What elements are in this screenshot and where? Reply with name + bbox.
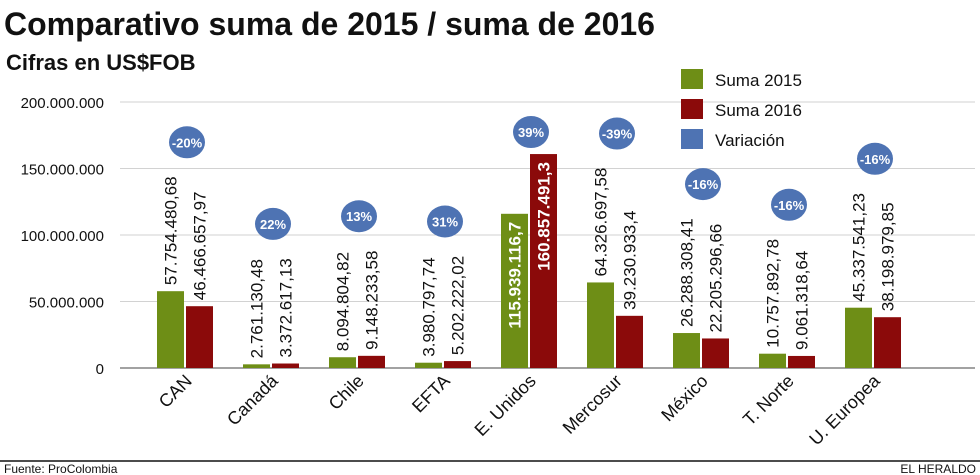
legend-label-suma-2016: Suma 2016 [715, 101, 802, 120]
x-tick-label-e-unidos: E. Unidos [470, 371, 539, 440]
data-label-suma-2016-u-europea: 38.198.979,85 [879, 202, 898, 311]
y-tick-label: 100.000.000 [21, 228, 104, 245]
y-tick-label: 200.000.000 [21, 95, 104, 112]
bar-suma-2015-mercosur [587, 282, 614, 368]
y-tick-label: 50.000.000 [29, 295, 104, 312]
x-axis: CAN Canadá Chile EFTA E. Unidos Mercosur Méxic… [155, 370, 885, 449]
data-label-suma-2015-canada: 2.761.130,48 [248, 259, 267, 358]
bar-suma-2015-chile [329, 357, 356, 368]
bar-suma-2016-t-norte [788, 355, 815, 368]
variation-label-efta: 31% [432, 214, 458, 229]
data-label-suma-2016-chile: 9.148.233,58 [363, 251, 382, 350]
x-tick-label-efta: EFTA [408, 371, 454, 417]
legend-swatch-suma-2016 [681, 99, 703, 119]
data-label-suma-2016-can: 46.466.657,97 [191, 191, 210, 300]
x-tick-label-mexico: México [657, 371, 711, 425]
bar-suma-2015-t-norte [759, 353, 786, 368]
footer-brand: EL HERALDO [900, 462, 976, 475]
x-tick-label-t-norte: T. Norte [739, 371, 798, 430]
variation-badge-t-norte [771, 188, 807, 221]
variation-label-mexico: -16% [688, 177, 719, 192]
variation-badge-efta [427, 205, 463, 238]
bar-suma-2015-efta [415, 362, 442, 368]
chart-subtitle: Cifras en US$FOB [6, 50, 196, 75]
variation-label-t-norte: -16% [774, 198, 805, 213]
bar-suma-2016-can [186, 306, 213, 368]
bar-suma-2016-efta [444, 361, 471, 368]
variation-badge-can [169, 126, 205, 159]
y-tick-label: 0 [96, 361, 104, 378]
bar-suma-2015-canada [243, 364, 270, 368]
data-label-suma-2016-efta: 5.202.222,02 [449, 256, 468, 355]
x-tick-label-can: CAN [155, 371, 196, 412]
data-label-suma-2015-can: 57.754.480,68 [162, 176, 181, 285]
bars [157, 154, 901, 368]
bar-suma-2016-mercosur [616, 315, 643, 368]
data-label-suma-2015-t-norte: 10.757.892,78 [764, 239, 783, 348]
x-tick-label-mercosur: Mercosur [559, 371, 626, 438]
data-label-suma-2016-e-unidos: 160.857.491,3 [535, 162, 554, 271]
bar-suma-2015-can [157, 291, 184, 368]
y-axis: 0 50.000.000 100.000.000 150.000.000 200.000… [21, 95, 104, 378]
legend-swatch-variacion [681, 129, 703, 149]
footer-source: Fuente: ProColombia [4, 462, 118, 475]
variation-badge-mexico [685, 168, 721, 201]
data-label-suma-2016-canada: 3.372.617,13 [277, 258, 296, 357]
variation-badge-chile [341, 200, 377, 233]
variation-label-can: -20% [172, 135, 203, 150]
bar-suma-2016-mexico [702, 338, 729, 368]
x-tick-label-u-europea: U. Europea [805, 370, 884, 449]
bar-suma-2016-canada [272, 363, 299, 368]
legend-swatch-suma-2015 [681, 69, 703, 89]
variation-badge-u-europea [857, 142, 893, 175]
data-label-suma-2015-u-europea: 45.337.541,23 [850, 193, 869, 302]
y-tick-label: 150.000.000 [21, 162, 104, 179]
bar-suma-2016-e-unidos [530, 154, 557, 368]
variation-badge-mercosur [599, 117, 635, 150]
variation-label-canada: 22% [260, 217, 286, 232]
bar-suma-2015-mexico [673, 333, 700, 368]
data-label-suma-2015-chile: 8.094.804,82 [334, 252, 353, 351]
x-tick-label-chile: Chile [325, 371, 368, 414]
data-label-suma-2015-efta: 3.980.797,74 [420, 257, 439, 356]
variation-label-chile: 13% [346, 209, 372, 224]
data-label-suma-2016-mexico: 22.205.296,66 [707, 224, 726, 333]
data-labels: 57.754.480,68 46.466.657,97 2.761.130,48 3.… [162, 162, 898, 358]
variation-label-mercosur: -39% [602, 127, 633, 142]
variation-label-e-unidos: 39% [518, 125, 544, 140]
x-tick-label-canada: Canadá [223, 370, 282, 429]
bar-suma-2015-e-unidos [501, 213, 528, 368]
data-label-suma-2016-t-norte: 9.061.318,64 [793, 251, 812, 350]
legend-label-suma-2015: Suma 2015 [715, 71, 802, 90]
variation-badges: -20% 22% 13% 31% 39% -39% -16% -16% -16% [169, 116, 893, 240]
variation-badge-canada [255, 207, 291, 240]
bar-suma-2015-u-europea [845, 307, 872, 368]
data-label-suma-2015-mercosur: 64.326.697,58 [592, 168, 611, 277]
legend-label-variacion: Variación [715, 131, 785, 150]
data-label-suma-2015-e-unidos: 115.939.116,7 [506, 222, 525, 329]
bar-suma-2016-u-europea [874, 317, 901, 368]
data-label-suma-2016-mercosur: 39.230.933,4 [621, 211, 640, 310]
legend: Suma 2015 Suma 2016 Variación [681, 69, 802, 150]
chart-title: Comparativo suma de 2015 / suma de 2016 [4, 6, 655, 42]
data-label-suma-2015-mexico: 26.288.308,41 [678, 218, 697, 327]
bar-suma-2016-chile [358, 355, 385, 368]
variation-badge-e-unidos [513, 116, 549, 149]
variation-label-u-europea: -16% [860, 152, 891, 167]
